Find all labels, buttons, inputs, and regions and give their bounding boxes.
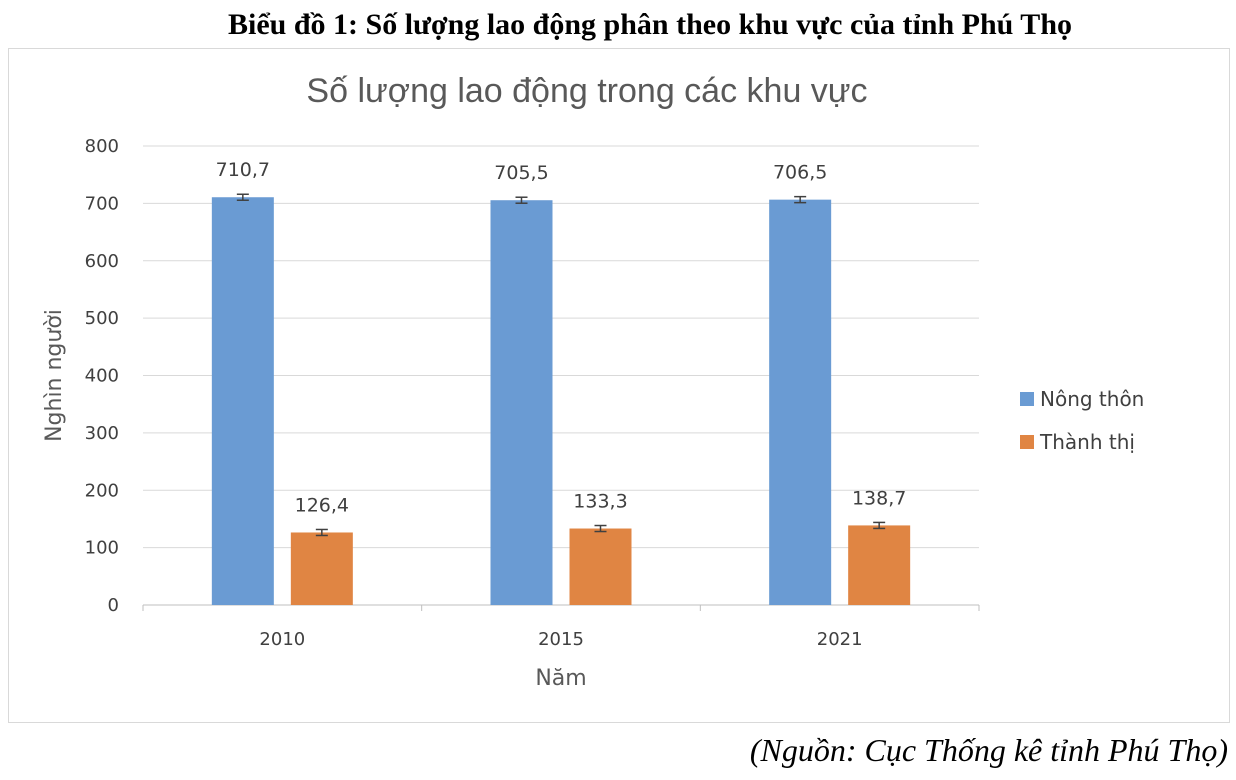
bar — [769, 199, 832, 605]
legend-label: Nông thôn — [1040, 387, 1144, 411]
legend-label: Thành thị — [1039, 430, 1135, 454]
data-label: 138,7 — [852, 487, 906, 509]
bar — [290, 532, 353, 605]
bar — [569, 528, 632, 605]
x-tick-label: 2015 — [538, 629, 584, 650]
figure-title: Biểu đồ 1: Số lượng lao động phân theo k… — [228, 8, 1072, 41]
y-tick-label: 500 — [85, 308, 119, 329]
data-label: 705,5 — [494, 162, 548, 184]
data-label: 706,5 — [773, 162, 827, 184]
y-axis-title: Nghìn người — [42, 309, 67, 442]
legend-swatch — [1020, 392, 1034, 406]
y-tick-label: 200 — [85, 480, 119, 501]
data-label: 710,7 — [216, 159, 270, 181]
y-tick-label: 700 — [85, 193, 119, 214]
x-tick-label: 2010 — [259, 629, 305, 650]
bar-chart: Số lượng lao động trong các khu vực 0 100 2… — [42, 72, 1144, 691]
y-tick-label: 600 — [85, 251, 119, 272]
x-axis-title: Năm — [535, 666, 586, 691]
y-tick-label: 100 — [85, 538, 119, 559]
y-tick-label: 0 — [108, 595, 119, 616]
bar — [848, 525, 911, 605]
chart-frame: Số lượng lao động trong các khu vực 0 100 2… — [8, 48, 1230, 723]
source-note: (Nguồn: Cục Thống kê tỉnh Phú Thọ) — [749, 732, 1228, 768]
data-label: 133,3 — [573, 491, 627, 513]
y-tick-label: 800 — [85, 136, 119, 157]
chart-title: Số lượng lao động trong các khu vực — [306, 72, 867, 110]
x-tick-label: 2021 — [817, 629, 863, 650]
legend-swatch — [1020, 435, 1034, 449]
data-label: 126,4 — [295, 494, 349, 516]
bar — [490, 200, 553, 606]
y-tick-label: 400 — [85, 366, 119, 387]
y-tick-label: 300 — [85, 423, 119, 444]
bar — [211, 197, 274, 605]
